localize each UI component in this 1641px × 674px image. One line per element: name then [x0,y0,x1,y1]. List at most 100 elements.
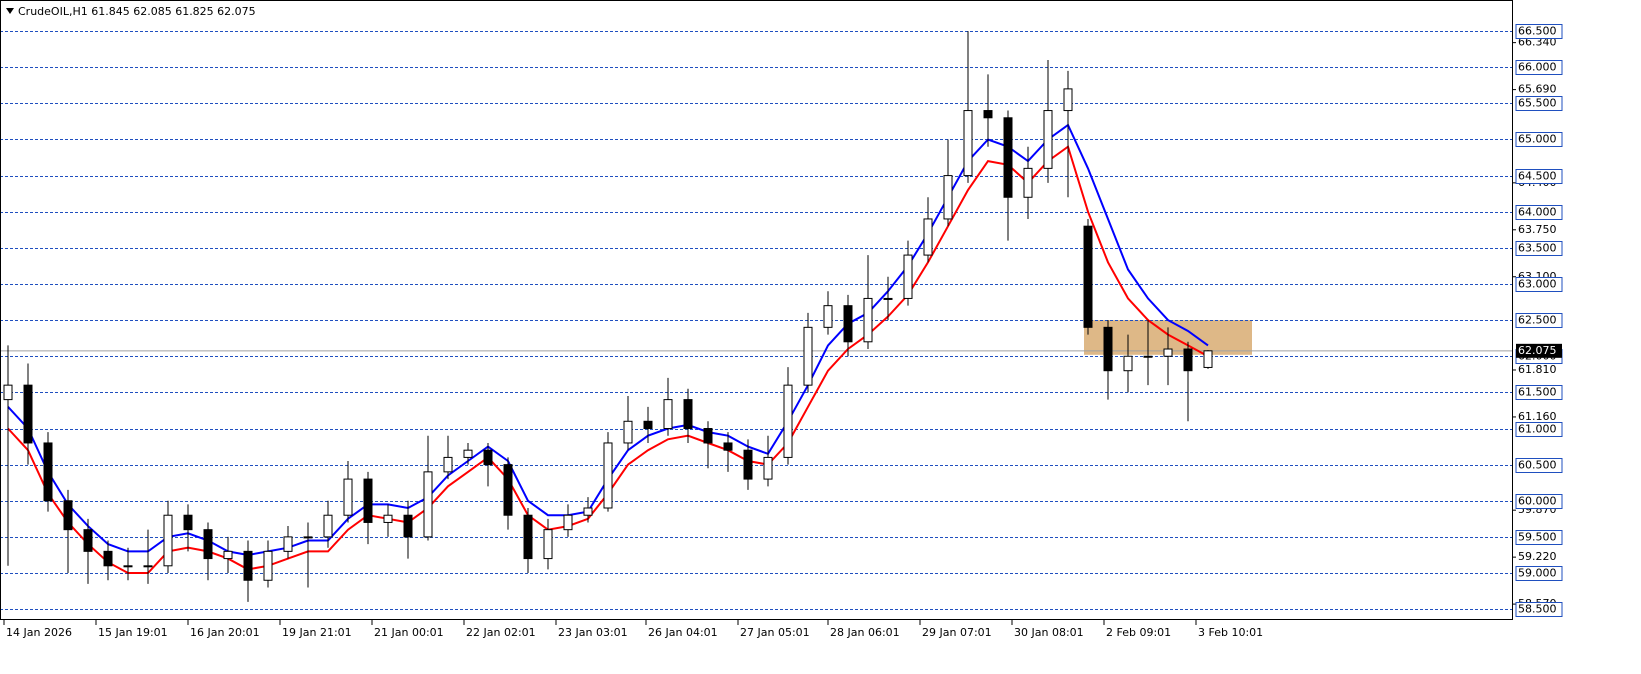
x-tick-label: 15 Jan 19:01 [98,626,168,639]
candle-body [1103,326,1113,372]
level-box [1515,205,1563,220]
level-box [1515,530,1563,545]
candle-body [223,550,233,560]
level-box [1515,241,1563,256]
candle-body [463,449,473,458]
candle-body [983,110,993,119]
candle-body [1183,348,1193,372]
level-label: 63.000 [1518,278,1557,291]
candle-body [863,297,873,343]
candle-body [503,464,513,516]
candle-body [283,536,293,552]
x-tick-label: 21 Jan 00:01 [374,626,444,639]
level-box [1515,132,1563,147]
candle-body [623,420,633,444]
candle-body [703,428,713,444]
candle-body [483,449,493,466]
candle-body [823,305,833,328]
candle-body [43,442,53,502]
candle-body [203,529,213,560]
candle-body [303,536,313,539]
y-tick-label: 61.160 [1518,410,1557,423]
chart-title: CrudeOIL,H1 61.845 62.085 61.825 62.075 [18,5,256,18]
level-label: 59.000 [1518,567,1557,580]
candle-body [783,384,793,458]
x-tick-label: 2 Feb 09:01 [1106,626,1171,639]
menu-triangle [6,8,14,14]
level-box [1515,60,1563,75]
candle-body [1083,225,1093,328]
level-label: 66.000 [1518,61,1557,74]
last-price-box [1516,343,1562,358]
x-tick-label: 3 Feb 10:01 [1198,626,1263,639]
x-tick-label: 16 Jan 20:01 [190,626,260,639]
x-tick-label: 29 Jan 07:01 [922,626,992,639]
candle-body [383,514,393,523]
level-label: 59.500 [1518,531,1557,544]
candle-body [643,420,653,430]
candle-body [1123,355,1133,372]
level-label: 65.500 [1518,97,1557,110]
candle-body [143,565,153,568]
candle-body [183,514,193,531]
candle-body [663,399,673,430]
candle-body [943,175,953,220]
level-label: 60.500 [1518,459,1557,472]
candle-body [1043,110,1053,169]
candle-body [543,529,553,560]
candle-body [1143,355,1153,358]
y-tick-label: 59.220 [1518,550,1557,563]
level-box [1515,169,1563,184]
candle-body [263,550,273,581]
x-tick-label: 28 Jan 06:01 [830,626,900,639]
level-box [1515,566,1563,581]
level-label: 61.500 [1518,386,1557,399]
level-label: 66.500 [1518,25,1557,38]
candle-body [523,514,533,560]
candle-body [903,254,913,299]
level-label: 60.000 [1518,495,1557,508]
candle-body [803,326,813,386]
x-tick-label: 19 Jan 21:01 [282,626,352,639]
y-tick-label: 61.810 [1518,363,1557,376]
level-label: 63.500 [1518,242,1557,255]
candle-body [683,399,693,430]
plot-frame [0,0,1513,620]
candle-body [243,550,253,581]
level-label: 62.500 [1518,314,1557,327]
candle-body [883,297,893,300]
candle-body [343,478,353,516]
x-tick-label: 14 Jan 2026 [6,626,72,639]
candle-body [603,442,613,509]
candle-body [3,384,13,401]
level-box [1515,96,1563,111]
level-box [1515,494,1563,509]
x-tick-label: 26 Jan 04:01 [648,626,718,639]
candle-body [423,471,433,538]
candle-body [1203,350,1213,368]
candle-body [763,456,773,480]
level-box [1515,313,1563,328]
candle-body [323,514,333,538]
level-box [1515,277,1563,292]
candle-body [1003,117,1013,198]
level-label: 65.000 [1518,133,1557,146]
level-box [1515,458,1563,473]
candle-body [1063,88,1073,112]
candle-body [83,529,93,552]
level-label: 64.500 [1518,170,1557,183]
level-box [1515,24,1563,39]
level-box [1515,422,1563,437]
candle-body [563,514,573,531]
level-box [1515,385,1563,400]
x-tick-label: 30 Jan 08:01 [1014,626,1084,639]
candle-body [403,514,413,538]
x-tick-label: 23 Jan 03:01 [558,626,628,639]
candle-body [963,110,973,177]
y-tick-label: 65.690 [1518,83,1557,96]
level-label: 64.000 [1518,206,1557,219]
candle-body [843,305,853,343]
x-tick-label: 22 Jan 02:01 [466,626,536,639]
candle-body [23,384,33,444]
